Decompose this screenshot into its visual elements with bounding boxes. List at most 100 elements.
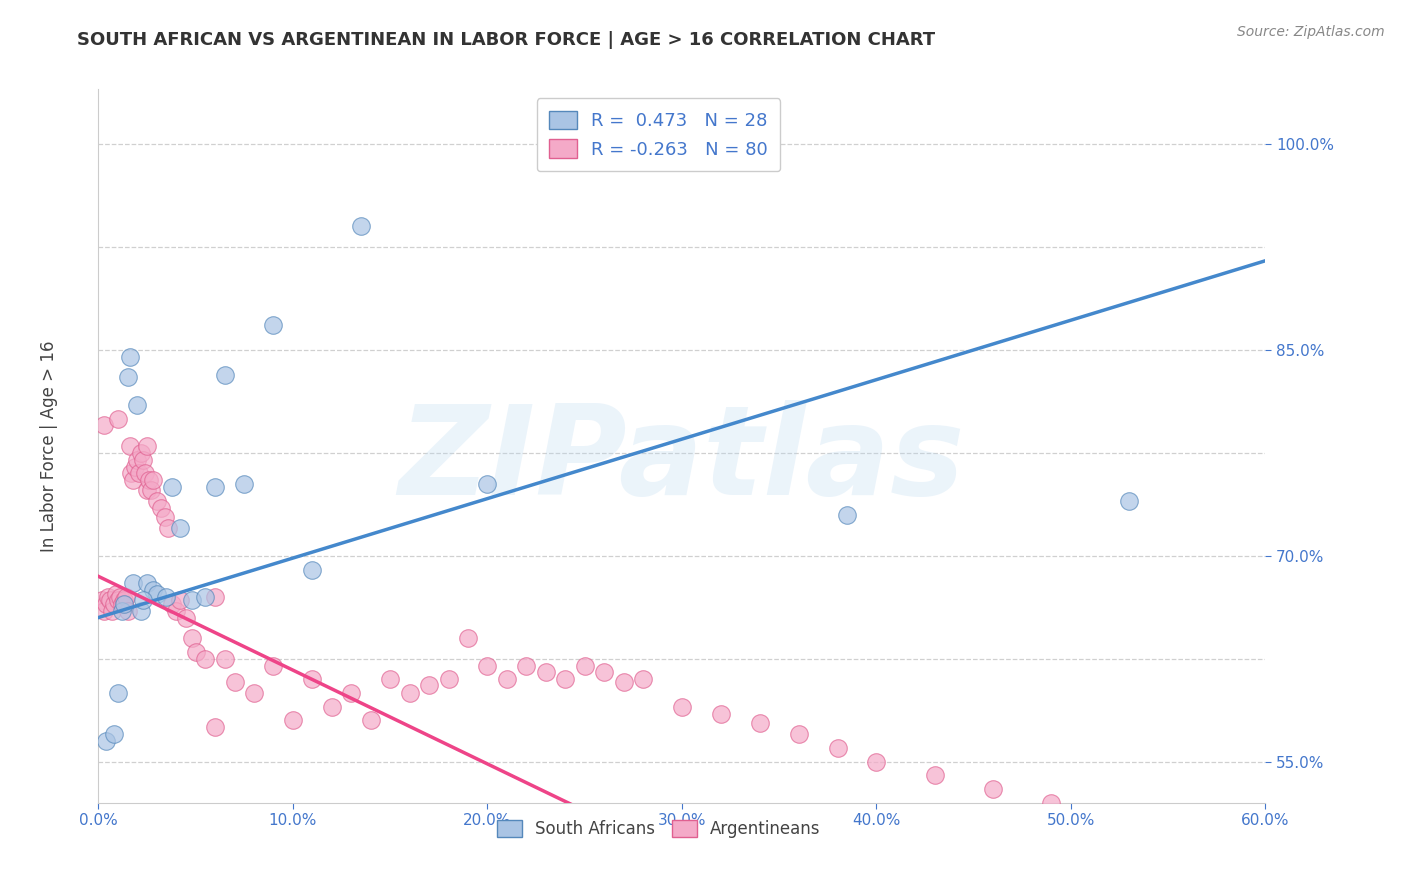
Point [214,368,236,382]
Point [103,727,125,741]
Point [169,592,191,607]
Point [1157,837,1180,851]
Point [1234,871,1257,886]
Point [281,714,304,728]
Point [127,398,149,412]
Point [710,706,733,721]
Point [574,658,596,673]
Point [194,651,217,665]
Point [124,459,146,474]
Point [554,673,576,687]
Point [96,734,118,748]
Point [477,477,499,491]
Point [114,590,136,604]
Point [97,590,120,604]
Point [321,699,343,714]
Point [1080,809,1102,823]
Point [1118,494,1140,508]
Point [107,686,129,700]
Point [107,411,129,425]
Point [96,597,118,611]
Point [112,592,135,607]
Point [169,521,191,535]
Point [180,592,202,607]
Point [132,592,155,607]
Point [301,673,323,687]
Point [162,480,184,494]
Point [437,673,460,687]
Point [117,370,139,384]
Point [132,452,155,467]
Point [214,651,236,665]
Point [93,418,115,433]
Point [146,587,169,601]
Point [104,587,127,601]
Point [136,576,159,591]
Point [138,473,160,487]
Point [127,452,149,467]
Point [204,720,226,734]
Point [350,219,373,234]
Point [136,483,159,497]
Text: Source: ZipAtlas.com: Source: ZipAtlas.com [1237,25,1385,39]
Point [748,716,770,731]
Point [204,480,226,494]
Point [128,467,150,481]
Point [1118,823,1140,838]
Point [146,494,169,508]
Point [111,597,134,611]
Point [827,740,849,755]
Point [91,592,114,607]
Point [865,755,887,769]
Point [121,467,143,481]
Point [787,727,810,741]
Point [613,675,636,690]
Text: SOUTH AFRICAN VS ARGENTINEAN IN LABOR FORCE | AGE > 16 CORRELATION CHART: SOUTH AFRICAN VS ARGENTINEAN IN LABOR FO… [77,31,935,49]
Point [149,500,172,515]
Point [165,604,187,618]
Point [1040,796,1063,810]
Point [340,686,363,700]
Point [360,714,382,728]
Point [1195,851,1218,865]
Point [262,658,284,673]
Point [136,439,159,453]
Point [155,590,177,604]
Point [107,592,129,607]
Point [233,477,256,491]
Point [112,597,135,611]
Point [380,673,402,687]
Point [243,686,266,700]
Point [593,665,616,680]
Point [93,604,115,618]
Point [262,318,284,333]
Point [139,483,162,497]
Point [671,699,693,714]
Point [142,473,165,487]
Point [101,604,124,618]
Text: In Labor Force | Age > 16: In Labor Force | Age > 16 [41,340,58,552]
Text: ZIPatlas: ZIPatlas [399,400,965,521]
Point [122,473,145,487]
Point [129,446,152,460]
Point [108,590,131,604]
Point [157,521,180,535]
Point [111,604,134,618]
Point [180,631,202,645]
Legend: South Africans, Argentineans: South Africans, Argentineans [489,813,827,845]
Point [129,604,152,618]
Point [301,562,323,576]
Point [184,645,207,659]
Point [174,610,197,624]
Point [194,590,217,604]
Point [534,665,557,680]
Point [142,583,165,598]
Point [398,686,420,700]
Point [122,576,145,591]
Point [117,604,139,618]
Point [457,631,479,645]
Point [118,350,141,364]
Point [162,597,184,611]
Point [103,597,125,611]
Point [98,592,121,607]
